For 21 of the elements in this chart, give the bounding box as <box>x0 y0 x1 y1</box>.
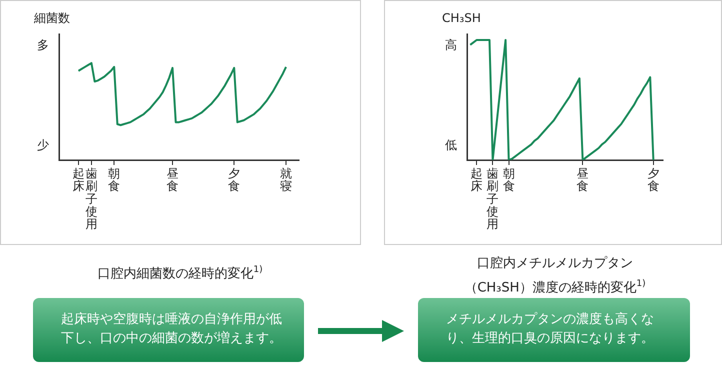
x-tick-label: 昼食 <box>166 166 179 194</box>
x-tick-label: 朝食 <box>108 166 120 194</box>
text: 起床時や空腹時は唾液の自浄作用が低下し、口の中の細菌の数が増えます。 <box>33 298 304 362</box>
text: 高 <box>445 38 457 52</box>
x-tick-label: 起床 <box>72 166 84 194</box>
x-tick-label: 歯刷子使用 <box>85 166 98 232</box>
text: メチルメルカプタンの濃度も高くなり、生理的口臭の原因になります。 <box>418 298 690 362</box>
x-tick-label: 昼食 <box>576 166 589 194</box>
x-tick-label: 夕食 <box>647 166 660 194</box>
x-tick-label: 歯刷子使用 <box>486 166 499 232</box>
y-axis-title: CH₃SH <box>442 11 481 26</box>
x-tick-label: 起床 <box>470 166 483 194</box>
x-tick-label: 朝食 <box>502 166 515 194</box>
text: 低 <box>445 138 457 152</box>
x-tick-label: 就寝 <box>280 166 292 194</box>
text: 少 <box>37 138 49 152</box>
text: 口腔内メチルメルカプタン（CH₃SH）濃度の経時的変化$^{1)}$ <box>463 255 647 298</box>
text: 口腔内細菌数の経時的変化$^{1)}$ <box>96 264 264 284</box>
y-axis-title: 細菌数 <box>33 11 70 26</box>
text: 多 <box>37 38 49 52</box>
x-tick-label: 夕食 <box>228 166 240 194</box>
